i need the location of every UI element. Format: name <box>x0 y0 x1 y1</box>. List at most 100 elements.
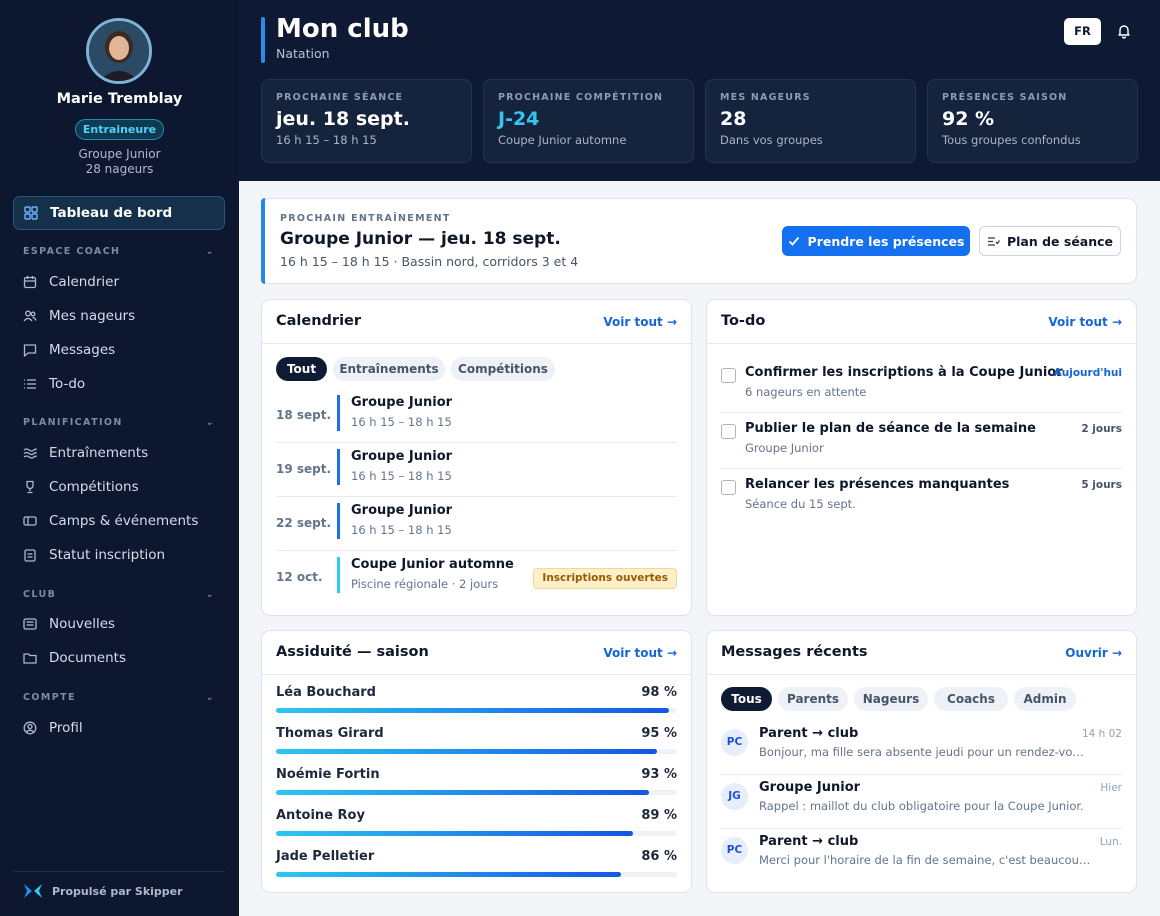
attendance-percent: 89 % <box>641 808 677 823</box>
event-title: Groupe Junior <box>351 503 453 518</box>
filter-chip-admin[interactable]: Admin <box>1014 687 1076 711</box>
filter-chip-trainings[interactable]: Entraînements <box>333 357 445 381</box>
sidebar-item-swimmers[interactable]: Mes nageurs <box>13 299 225 333</box>
todo-checkbox[interactable] <box>721 480 736 495</box>
message-sender: Groupe Junior <box>759 780 861 795</box>
stat-hint: 16 h 15 – 18 h 15 <box>276 133 377 147</box>
attendance-percent: 98 % <box>641 685 677 700</box>
chevron-down-icon: ⌄ <box>205 692 215 703</box>
event-bar <box>337 395 340 431</box>
grid-icon <box>24 206 38 220</box>
event-time: 16 h 15 – 18 h 15 <box>351 469 452 483</box>
message-preview: Rappel : maillot du club obligatoire pou… <box>759 799 1084 813</box>
card-header: To-do Voir tout → <box>707 300 1136 344</box>
stat-card-next-competition[interactable]: PROCHAINE COMPÉTITION J-24 Coupe Junior … <box>483 79 694 163</box>
message-item[interactable]: PC Parent → club Merci pour l'horaire de… <box>721 829 1122 883</box>
calendar-icon <box>23 276 37 289</box>
stat-hint: Coupe Junior automne <box>498 133 627 147</box>
calendar-see-all-link[interactable]: Voir tout → <box>603 315 677 329</box>
session-plan-button[interactable]: Plan de séance <box>979 226 1121 256</box>
todo-title: Publier le plan de séance de la semaine <box>745 421 1036 436</box>
todo-card: To-do Voir tout → Confirmer les inscript… <box>706 299 1137 616</box>
nav-section-planning[interactable]: PLANIFICATION ⌄ <box>23 417 215 428</box>
attendance-row[interactable]: Noémie Fortin 93 % <box>276 767 677 803</box>
sidebar-item-label: Nouvelles <box>49 616 116 632</box>
stat-label: PROCHAINE COMPÉTITION <box>498 92 664 103</box>
filter-chip-all[interactable]: Tous <box>721 687 772 711</box>
attendance-row[interactable]: Thomas Girard 95 % <box>276 726 677 762</box>
todo-due: Aujourd'hui <box>1053 367 1122 379</box>
bell-icon[interactable] <box>1116 23 1132 39</box>
calendar-card: Calendrier Voir tout → Tout Entraînement… <box>261 299 692 616</box>
swimmer-name: Jade Pelletier <box>276 849 375 864</box>
card-title: Messages récents <box>721 644 868 660</box>
message-icon <box>23 344 37 357</box>
attendance-row[interactable]: Jade Pelletier 86 % <box>276 849 677 885</box>
stat-card-attendance[interactable]: PRÉSENCES SAISON 92 % Tous groupes confo… <box>927 79 1138 163</box>
card-header: Assiduité — saison Voir tout → <box>262 631 691 675</box>
messages-open-link[interactable]: Ouvrir → <box>1065 646 1122 660</box>
card-title: To-do <box>721 313 766 329</box>
attendance-row[interactable]: Léa Bouchard 98 % <box>276 685 677 721</box>
filter-chip-all[interactable]: Tout <box>276 357 327 381</box>
stat-value: 92 % <box>942 108 995 130</box>
attendance-see-all-link[interactable]: Voir tout → <box>603 646 677 660</box>
sidebar-item-dashboard[interactable]: Tableau de bord <box>13 196 225 230</box>
calendar-event[interactable]: 12 oct. Coupe Junior automne Piscine rég… <box>276 551 677 605</box>
attendance-row[interactable]: Antoine Roy 89 % <box>276 808 677 844</box>
sidebar-item-documents[interactable]: Documents <box>13 641 225 675</box>
attendance-progress-track <box>276 790 677 795</box>
calendar-event[interactable]: 22 sept. Groupe Junior 16 h 15 – 18 h 15 <box>276 497 677 551</box>
sidebar-item-todo[interactable]: To-do <box>13 367 225 401</box>
sidebar-item-profile[interactable]: Profil <box>13 711 225 745</box>
sidebar-item-messages[interactable]: Messages <box>13 333 225 367</box>
event-title: Coupe Junior automne <box>351 557 514 572</box>
sidebar-item-competitions[interactable]: Compétitions <box>13 470 225 504</box>
avatar: PC <box>721 729 748 756</box>
sidebar-item-news[interactable]: Nouvelles <box>13 607 225 641</box>
sidebar-item-trainings[interactable]: Entraînements <box>13 436 225 470</box>
language-button[interactable]: FR <box>1064 18 1101 45</box>
button-label: Plan de séance <box>1006 233 1114 249</box>
filter-chip-parents[interactable]: Parents <box>778 687 848 711</box>
filter-chip-swimmers[interactable]: Nageurs <box>854 687 928 711</box>
todo-item: Relancer les présences manquantes Séance… <box>721 469 1122 525</box>
sidebar-item-registration[interactable]: Statut inscription <box>13 538 225 572</box>
trophy-icon <box>26 480 34 494</box>
card-header: Messages récents Ouvrir → <box>707 631 1136 675</box>
nav-section-club[interactable]: CLUB ⌄ <box>23 589 215 600</box>
todo-due: 2 jours <box>1081 423 1122 435</box>
avatar-portrait <box>89 21 149 81</box>
nav-section-coach[interactable]: ESPACE COACH ⌄ <box>23 246 215 257</box>
message-item[interactable]: JG Groupe Junior Rappel : maillot du clu… <box>721 775 1122 829</box>
filter-chip-competitions[interactable]: Compétitions <box>451 357 555 381</box>
event-bar <box>337 449 340 485</box>
stat-card-swimmers[interactable]: MES NAGEURS 28 Dans vos groupes <box>705 79 916 163</box>
todo-checkbox[interactable] <box>721 424 736 439</box>
card-title: Calendrier <box>276 313 362 329</box>
event-bar <box>337 557 340 593</box>
todo-checkbox[interactable] <box>721 368 736 383</box>
swimmer-name: Antoine Roy <box>276 808 365 823</box>
event-time: 16 h 15 – 18 h 15 <box>351 415 452 429</box>
calendar-event[interactable]: 18 sept. Groupe Junior 16 h 15 – 18 h 15 <box>276 389 677 443</box>
avatar: PC <box>721 837 748 864</box>
sidebar-item-calendar[interactable]: Calendrier <box>13 265 225 299</box>
sidebar-divider <box>13 871 225 872</box>
sidebar-item-label: Compétitions <box>49 479 139 495</box>
event-title: Groupe Junior <box>351 395 453 410</box>
attendance-progress-fill <box>276 790 649 795</box>
sidebar-item-label: Entraînements <box>49 445 149 461</box>
stat-label: PRÉSENCES SAISON <box>942 92 1068 103</box>
powered-by[interactable]: Propulsé par Skipper <box>23 883 183 899</box>
nav-section-account[interactable]: COMPTE ⌄ <box>23 692 215 703</box>
attendance-percent: 95 % <box>641 726 677 741</box>
filter-chip-coaches[interactable]: Coachs <box>934 687 1008 711</box>
message-item[interactable]: PC Parent → club Bonjour, ma fille sera … <box>721 721 1122 775</box>
avatar[interactable] <box>86 18 152 84</box>
sidebar-item-camps[interactable]: Camps & événements <box>13 504 225 538</box>
take-attendance-button[interactable]: Prendre les présences <box>782 226 970 256</box>
calendar-event[interactable]: 19 sept. Groupe Junior 16 h 15 – 18 h 15 <box>276 443 677 497</box>
todo-see-all-link[interactable]: Voir tout → <box>1048 315 1122 329</box>
stat-card-next-session[interactable]: PROCHAINE SÉANCE jeu. 18 sept. 16 h 15 –… <box>261 79 472 163</box>
